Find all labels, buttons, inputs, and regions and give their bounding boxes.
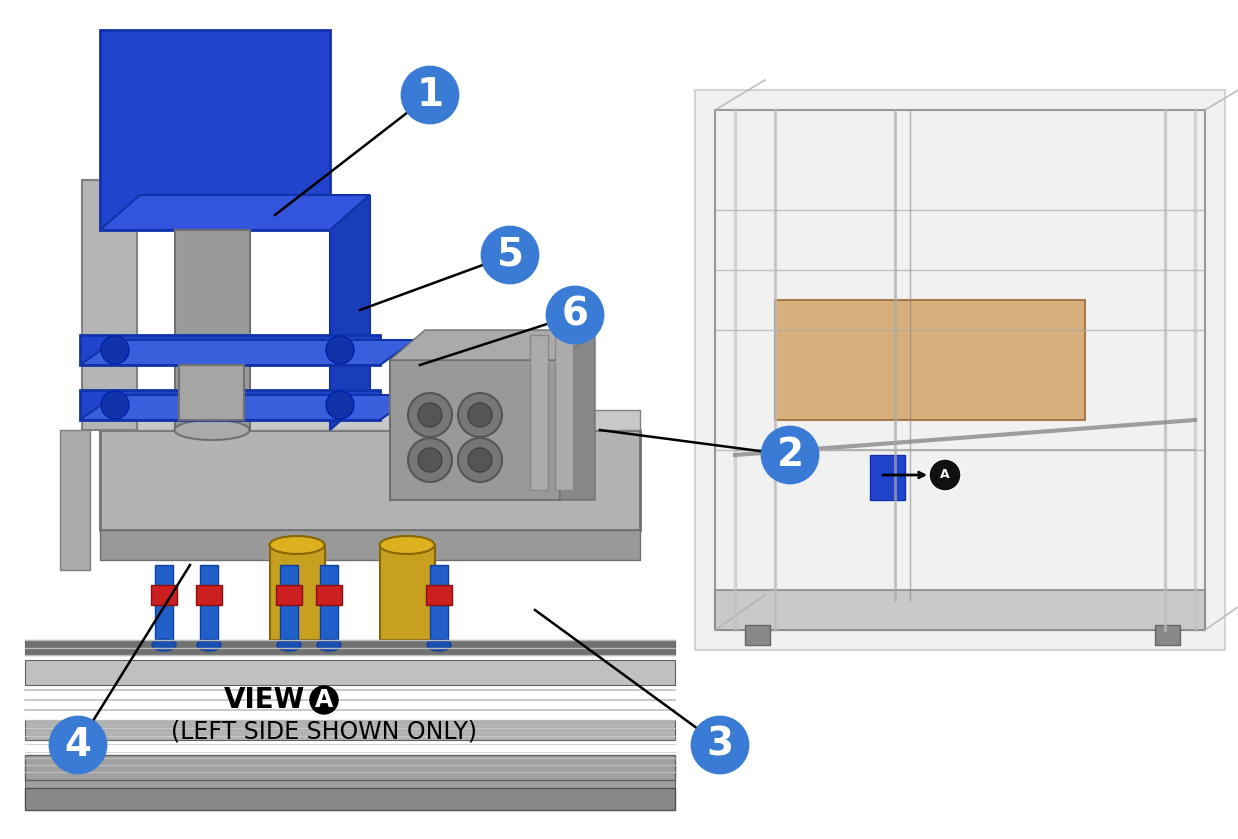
- Circle shape: [50, 717, 106, 773]
- FancyBboxPatch shape: [196, 585, 222, 605]
- FancyBboxPatch shape: [175, 230, 250, 430]
- FancyBboxPatch shape: [80, 335, 380, 365]
- Ellipse shape: [102, 391, 129, 419]
- Circle shape: [692, 717, 748, 773]
- FancyBboxPatch shape: [319, 565, 338, 645]
- Polygon shape: [80, 340, 415, 365]
- Circle shape: [458, 393, 501, 437]
- FancyBboxPatch shape: [25, 640, 675, 655]
- Circle shape: [409, 393, 452, 437]
- Circle shape: [468, 448, 491, 472]
- FancyBboxPatch shape: [530, 335, 548, 490]
- FancyBboxPatch shape: [100, 530, 640, 560]
- Text: 5: 5: [496, 236, 524, 274]
- Text: 6: 6: [562, 296, 588, 334]
- FancyBboxPatch shape: [25, 720, 675, 740]
- Polygon shape: [560, 330, 595, 500]
- FancyBboxPatch shape: [100, 410, 640, 430]
- FancyBboxPatch shape: [280, 565, 298, 645]
- Polygon shape: [80, 395, 415, 420]
- Ellipse shape: [277, 639, 301, 651]
- FancyBboxPatch shape: [1155, 625, 1180, 645]
- FancyBboxPatch shape: [25, 788, 675, 810]
- Text: 3: 3: [707, 726, 734, 764]
- Ellipse shape: [380, 536, 435, 554]
- FancyBboxPatch shape: [870, 455, 905, 500]
- Circle shape: [763, 427, 818, 483]
- FancyBboxPatch shape: [25, 760, 675, 800]
- Circle shape: [482, 227, 539, 283]
- Ellipse shape: [326, 391, 354, 419]
- Text: (LEFT SIDE SHOWN ONLY): (LEFT SIDE SHOWN ONLY): [171, 720, 477, 744]
- FancyBboxPatch shape: [25, 660, 675, 685]
- Polygon shape: [390, 330, 595, 360]
- FancyBboxPatch shape: [59, 430, 90, 570]
- Ellipse shape: [317, 639, 340, 651]
- FancyBboxPatch shape: [25, 755, 675, 780]
- Ellipse shape: [197, 639, 222, 651]
- Text: 2: 2: [776, 436, 803, 474]
- Text: A: A: [940, 468, 950, 482]
- FancyBboxPatch shape: [555, 335, 573, 490]
- Circle shape: [547, 287, 603, 343]
- Circle shape: [458, 438, 501, 482]
- Circle shape: [468, 403, 491, 427]
- Circle shape: [310, 686, 338, 714]
- Circle shape: [928, 459, 961, 491]
- Circle shape: [409, 438, 452, 482]
- FancyBboxPatch shape: [276, 585, 302, 605]
- FancyBboxPatch shape: [716, 590, 1205, 630]
- FancyBboxPatch shape: [80, 390, 380, 420]
- FancyBboxPatch shape: [426, 585, 452, 605]
- Text: 1: 1: [416, 76, 443, 114]
- Text: VIEW: VIEW: [224, 686, 305, 714]
- FancyBboxPatch shape: [775, 300, 1084, 420]
- FancyBboxPatch shape: [695, 90, 1224, 650]
- FancyBboxPatch shape: [380, 545, 435, 640]
- FancyBboxPatch shape: [270, 545, 326, 640]
- FancyBboxPatch shape: [316, 585, 342, 605]
- FancyBboxPatch shape: [180, 365, 244, 420]
- Polygon shape: [331, 195, 370, 430]
- Ellipse shape: [270, 536, 324, 554]
- Ellipse shape: [175, 420, 250, 440]
- Text: 4: 4: [64, 726, 92, 764]
- FancyBboxPatch shape: [201, 565, 218, 645]
- FancyBboxPatch shape: [430, 565, 448, 645]
- Text: A: A: [314, 688, 333, 712]
- FancyBboxPatch shape: [100, 30, 331, 230]
- Ellipse shape: [180, 382, 244, 404]
- Ellipse shape: [102, 336, 129, 364]
- Circle shape: [418, 403, 442, 427]
- FancyBboxPatch shape: [82, 180, 137, 430]
- Ellipse shape: [152, 639, 176, 651]
- Polygon shape: [100, 195, 370, 230]
- Ellipse shape: [427, 639, 451, 651]
- FancyBboxPatch shape: [155, 565, 173, 645]
- FancyBboxPatch shape: [745, 625, 770, 645]
- Circle shape: [402, 67, 458, 123]
- FancyBboxPatch shape: [100, 430, 640, 530]
- Circle shape: [418, 448, 442, 472]
- FancyBboxPatch shape: [151, 585, 177, 605]
- Ellipse shape: [326, 336, 354, 364]
- FancyBboxPatch shape: [390, 360, 560, 500]
